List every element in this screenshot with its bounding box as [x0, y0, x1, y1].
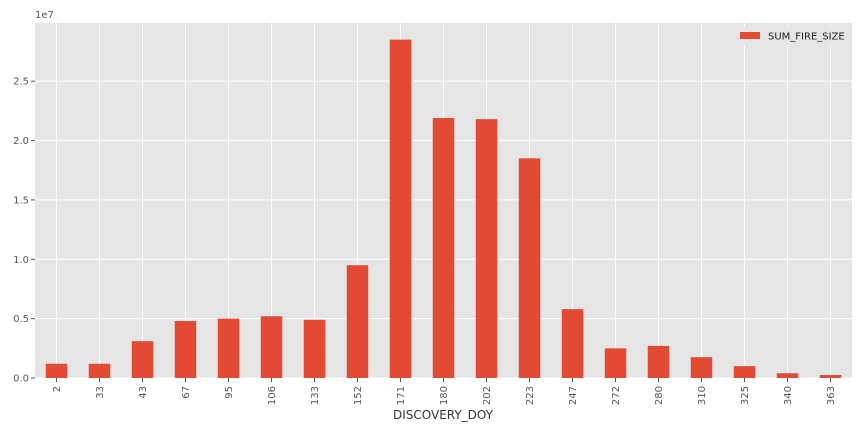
x-tick-label: 2	[52, 386, 63, 392]
y-tick-label: 2.5	[13, 77, 29, 88]
bar	[88, 363, 111, 378]
x-tick-label: 363	[826, 386, 837, 405]
bar	[389, 39, 412, 379]
bar	[561, 309, 584, 378]
x-tick-label: 247	[568, 386, 579, 405]
x-tick-label: 43	[138, 386, 149, 399]
x-tick-label: 310	[697, 386, 708, 405]
bar	[45, 363, 68, 378]
x-tick-label: 280	[654, 386, 665, 405]
bar	[346, 265, 369, 378]
bar	[819, 375, 842, 378]
x-tick-label: 171	[396, 386, 407, 405]
legend-swatch	[740, 32, 760, 39]
x-axis-label: DISCOVERY_DOY	[393, 408, 494, 422]
bar	[733, 366, 756, 378]
x-tick-label: 67	[181, 386, 192, 399]
bar	[260, 316, 283, 378]
x-axis-ticks: 2 33 43 67 95 106 133 152 171 180 202 223 247 272 280 3…	[52, 378, 837, 405]
legend: SUM_FIRE_SIZE	[732, 26, 849, 46]
bar	[604, 348, 627, 378]
bar	[475, 119, 498, 379]
bar	[217, 318, 240, 378]
x-tick-label: 106	[267, 386, 278, 405]
x-tick-label: 272	[611, 386, 622, 405]
bar	[776, 373, 799, 378]
x-tick-label: 340	[783, 386, 794, 405]
legend-box	[732, 26, 849, 46]
y-tick-label: 0.0	[13, 374, 29, 385]
bar	[690, 357, 713, 378]
bar	[174, 321, 197, 378]
x-tick-label: 152	[353, 386, 364, 405]
y-tick-label: 1.0	[13, 255, 29, 266]
x-tick-label: 33	[95, 386, 106, 399]
y-offset-label: 1e7	[35, 10, 54, 21]
x-tick-label: 223	[525, 386, 536, 405]
bar	[131, 341, 154, 378]
bar	[518, 158, 541, 378]
legend-entry-label: SUM_FIRE_SIZE	[768, 32, 845, 43]
y-tick-label: 2.0	[13, 136, 29, 147]
bar	[432, 117, 455, 378]
y-tick-label: 1.5	[13, 195, 29, 206]
y-axis-ticks: 0.0 0.5 1.0 1.5 2.0 2.5	[13, 77, 35, 385]
bar	[647, 345, 670, 378]
bar-series	[45, 39, 842, 379]
x-tick-label: 133	[310, 386, 321, 405]
x-tick-label: 95	[224, 386, 235, 399]
x-tick-label: 202	[482, 386, 493, 405]
bar	[303, 319, 326, 378]
x-tick-label: 325	[740, 386, 751, 405]
y-tick-label: 0.5	[13, 314, 29, 325]
x-tick-label: 180	[439, 386, 450, 405]
